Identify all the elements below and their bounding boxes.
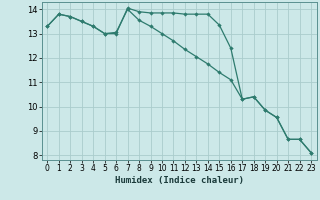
- X-axis label: Humidex (Indice chaleur): Humidex (Indice chaleur): [115, 176, 244, 185]
